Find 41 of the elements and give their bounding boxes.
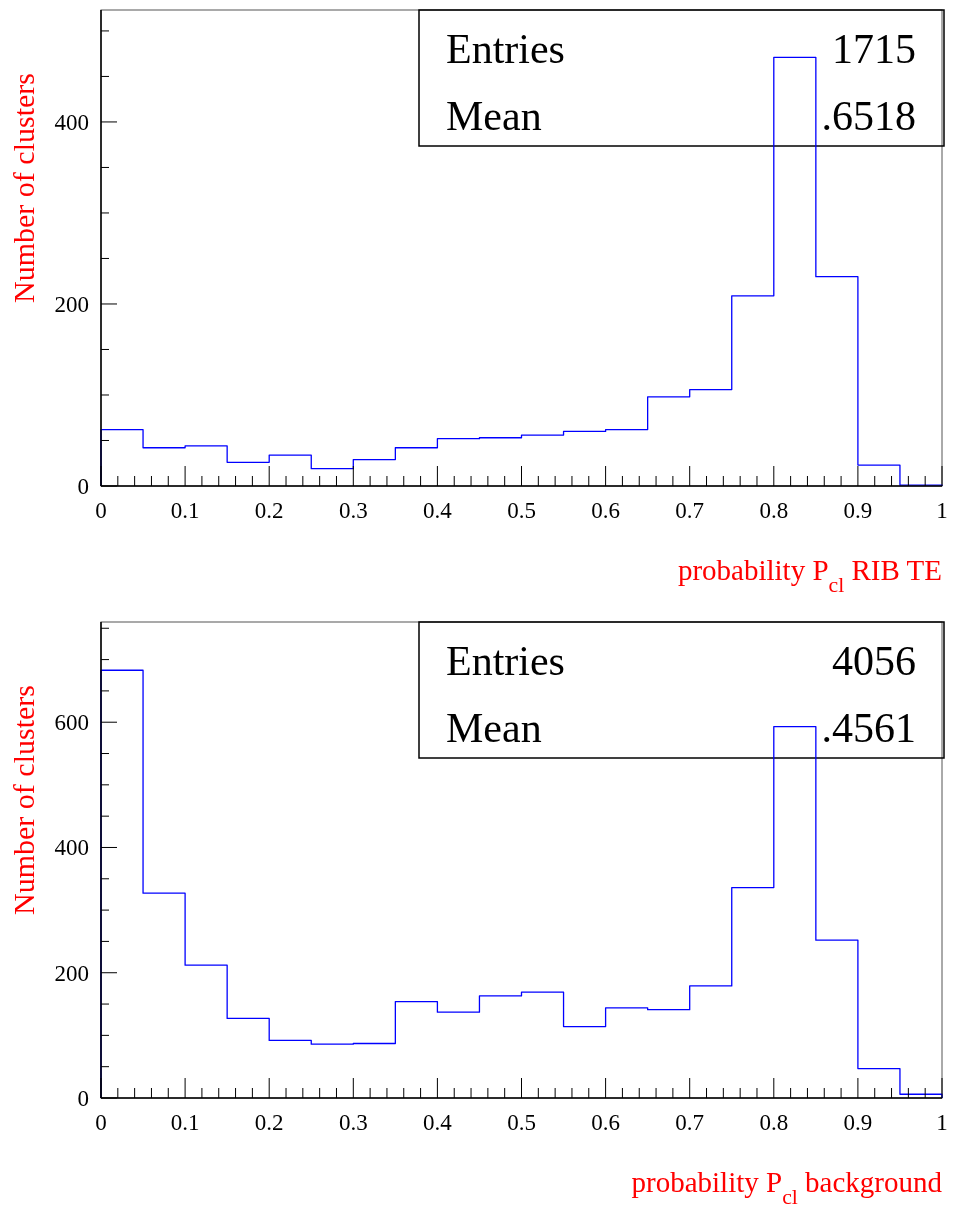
y-tick-label: 400 — [54, 835, 89, 861]
annotation: 4056 — [832, 638, 916, 684]
y-tick-label: 200 — [54, 291, 89, 317]
x-tick-label: 1 — [936, 1110, 948, 1135]
x-tick-label: 0 — [95, 1110, 107, 1135]
x-tick-label: 0.4 — [423, 1110, 453, 1135]
x-tick-label: 1 — [936, 498, 948, 523]
x-tick-label: 0.3 — [338, 1110, 368, 1135]
annotation: Entries — [446, 638, 565, 684]
annotation: Mean — [446, 705, 542, 751]
y-tick-label: 200 — [54, 960, 89, 986]
y-tick-label: 0 — [77, 1086, 89, 1111]
x-axis-title: probability P$_{cl}$ RIB TE — [677, 554, 942, 597]
annotation: 1715 — [832, 26, 916, 72]
x-tick-label: 0.5 — [507, 1110, 536, 1135]
x-tick-label: 0.4 — [423, 498, 453, 523]
x-tick-label: 0.9 — [843, 498, 873, 523]
y-tick-label: 0 — [77, 474, 89, 499]
x-tick-label: 0.2 — [254, 1110, 284, 1135]
annotation: Entries — [446, 26, 565, 72]
x-tick-label: 0.7 — [675, 498, 705, 523]
x-tick-label: 0.3 — [338, 498, 368, 523]
x-tick-label: 0.6 — [591, 498, 620, 523]
x-tick-label: 0.6 — [591, 1110, 620, 1135]
y-tick-label: 600 — [54, 710, 89, 736]
x-tick-label: 0.5 — [507, 498, 536, 523]
y-tick-label: 400 — [54, 109, 89, 135]
annotation: Mean — [446, 93, 542, 139]
x-tick-label: 0.8 — [759, 1110, 789, 1135]
annotation: .4561 — [821, 705, 916, 751]
x-axis-title: probability P$_{cl}$ background — [631, 1166, 943, 1207]
x-tick-label: 0.1 — [170, 498, 200, 523]
x-tick-label: 0.2 — [254, 498, 284, 523]
x-tick-label: 0.9 — [843, 1110, 873, 1135]
annotation: .6518 — [821, 93, 916, 139]
y-axis-title: Number of clusters — [7, 685, 40, 915]
x-tick-label: 0.8 — [759, 498, 789, 523]
x-tick-label: 0 — [95, 498, 107, 523]
x-tick-label: 0.1 — [170, 1110, 200, 1135]
x-tick-label: 0.7 — [675, 1110, 705, 1135]
y-axis-title: Number of clusters — [7, 73, 40, 303]
